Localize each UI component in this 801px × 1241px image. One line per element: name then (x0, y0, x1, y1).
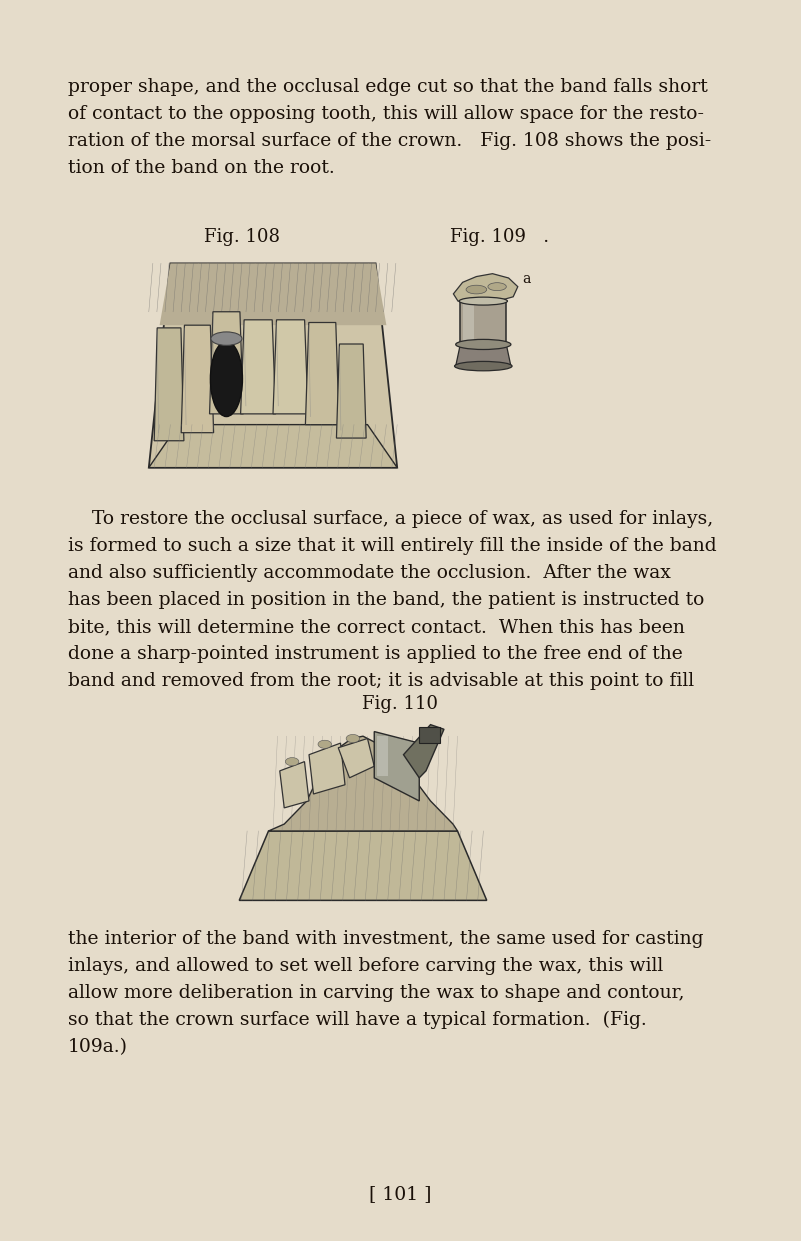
Text: is formed to such a size that it will entirely fill the inside of the band: is formed to such a size that it will en… (68, 537, 717, 555)
Polygon shape (338, 738, 374, 778)
Text: so that the crown surface will have a typical formation.  (Fig.: so that the crown surface will have a ty… (68, 1011, 646, 1029)
Text: inlays, and allowed to set well before carving the wax, this will: inlays, and allowed to set well before c… (68, 957, 663, 975)
Text: of contact to the opposing tooth, this will allow space for the resto-: of contact to the opposing tooth, this w… (68, 105, 704, 123)
Polygon shape (309, 743, 345, 794)
Text: the interior of the band with investment, the same used for casting: the interior of the band with investment… (68, 930, 703, 948)
Text: a: a (522, 272, 531, 287)
Bar (419, 727, 440, 743)
Text: Fig. 108: Fig. 108 (204, 228, 280, 246)
Text: band and removed from the root; it is advisable at this point to fill: band and removed from the root; it is ad… (68, 671, 694, 690)
Text: and also sufficiently accommodate the occlusion.  After the wax: and also sufficiently accommodate the oc… (68, 563, 671, 582)
Bar (463, 303, 474, 343)
Text: Fig. 110: Fig. 110 (363, 695, 438, 714)
Polygon shape (273, 320, 308, 414)
Polygon shape (155, 328, 184, 441)
Text: 109a.): 109a.) (68, 1037, 128, 1056)
Ellipse shape (346, 735, 360, 742)
Polygon shape (149, 424, 397, 468)
Text: has been placed in position in the band, the patient is instructed to: has been placed in position in the band,… (68, 591, 704, 609)
Text: Fig. 109   .: Fig. 109 . (450, 228, 549, 246)
Polygon shape (239, 831, 487, 901)
Polygon shape (149, 263, 397, 468)
Polygon shape (456, 345, 511, 366)
Ellipse shape (456, 339, 511, 350)
Ellipse shape (459, 297, 508, 305)
Text: bite, this will determine the correct contact.  When this has been: bite, this will determine the correct co… (68, 618, 685, 635)
Polygon shape (374, 731, 419, 800)
Polygon shape (159, 263, 386, 325)
Text: allow more deliberation in carving the wax to shape and contour,: allow more deliberation in carving the w… (68, 984, 685, 1001)
Polygon shape (210, 311, 244, 414)
Polygon shape (268, 736, 457, 831)
Polygon shape (336, 344, 366, 438)
Text: tion of the band on the root.: tion of the band on the root. (68, 159, 335, 177)
Text: To restore the occlusal surface, a piece of wax, as used for inlays,: To restore the occlusal surface, a piece… (68, 510, 713, 527)
Ellipse shape (285, 757, 299, 766)
Ellipse shape (211, 331, 242, 345)
Ellipse shape (454, 361, 512, 371)
Polygon shape (453, 274, 517, 303)
Ellipse shape (318, 740, 332, 748)
Polygon shape (305, 323, 339, 424)
Text: ration of the morsal surface of the crown.   Fig. 108 shows the posi-: ration of the morsal surface of the crow… (68, 132, 711, 150)
Text: [ 101 ]: [ 101 ] (369, 1185, 432, 1203)
Polygon shape (280, 762, 309, 808)
Polygon shape (181, 325, 214, 433)
Polygon shape (404, 725, 444, 778)
Bar (461, 302, 506, 345)
Bar (376, 736, 388, 776)
Ellipse shape (488, 283, 506, 290)
Ellipse shape (466, 285, 487, 294)
Ellipse shape (211, 341, 243, 417)
Polygon shape (240, 320, 276, 414)
Text: done a sharp-pointed instrument is applied to the free end of the: done a sharp-pointed instrument is appli… (68, 645, 682, 663)
Text: proper shape, and the occlusal edge cut so that the band falls short: proper shape, and the occlusal edge cut … (68, 78, 708, 96)
